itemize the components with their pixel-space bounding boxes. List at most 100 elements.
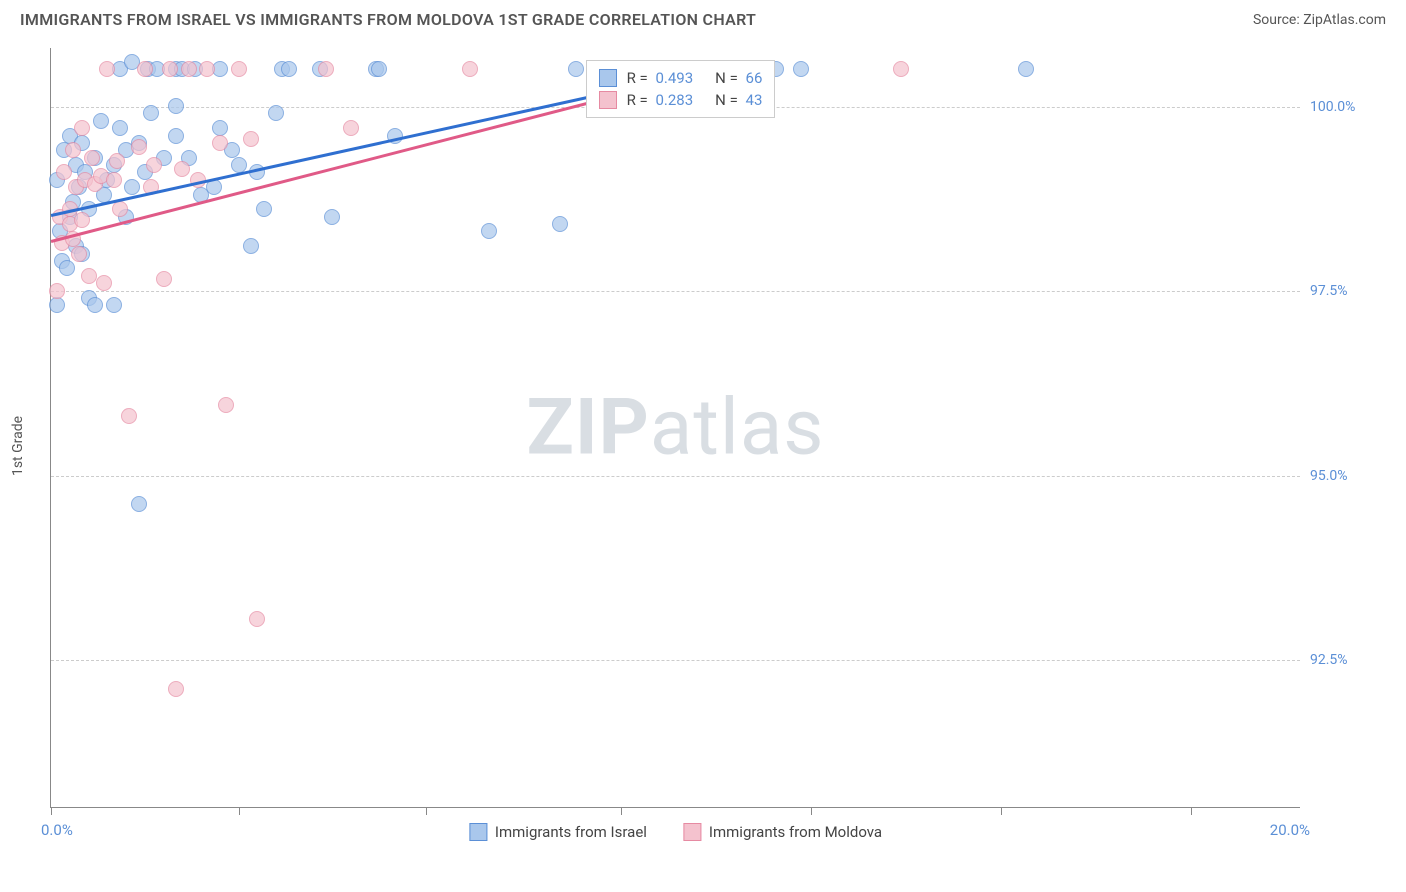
scatter-point xyxy=(109,153,125,169)
scatter-point xyxy=(74,212,90,228)
source-name: ZipAtlas.com xyxy=(1303,12,1386,28)
scatter-point xyxy=(112,201,128,217)
scatter-point xyxy=(84,150,100,166)
scatter-point xyxy=(71,246,87,262)
stats-legend: R = 0.493 N = 66 R = 0.283 N = 43 xyxy=(586,60,776,118)
r-label: R = 0.493 xyxy=(627,69,694,87)
scatter-point xyxy=(106,297,122,313)
scatter-point xyxy=(162,61,178,77)
x-tick-label-end: 20.0% xyxy=(1270,821,1310,839)
scatter-point xyxy=(481,223,497,239)
r-value: 0.493 xyxy=(652,69,693,87)
scatter-point xyxy=(168,98,184,114)
source-prefix: Source: xyxy=(1253,12,1303,28)
x-tick xyxy=(1001,807,1002,815)
scatter-point xyxy=(243,238,259,254)
y-tick-label: 97.5% xyxy=(1310,283,1380,299)
scatter-point xyxy=(99,61,115,77)
scatter-point xyxy=(121,408,137,424)
scatter-point xyxy=(249,611,265,627)
scatter-point xyxy=(199,61,215,77)
scatter-point xyxy=(318,61,334,77)
scatter-point xyxy=(371,61,387,77)
scatter-point xyxy=(106,172,122,188)
legend-swatch xyxy=(469,823,487,841)
series-legend-label: Immigrants from Moldova xyxy=(709,823,882,841)
x-tick-label-start: 0.0% xyxy=(41,821,73,839)
watermark: ZIPatlas xyxy=(526,382,824,473)
scatter-point xyxy=(231,61,247,77)
r-value: 0.283 xyxy=(652,91,693,109)
gridline xyxy=(51,660,1300,661)
scatter-point xyxy=(156,271,172,287)
scatter-point xyxy=(462,61,478,77)
scatter-point xyxy=(65,142,81,158)
watermark-zip: ZIP xyxy=(526,382,649,473)
scatter-point xyxy=(281,61,297,77)
y-tick-label: 95.0% xyxy=(1310,468,1380,484)
scatter-point xyxy=(324,209,340,225)
scatter-point xyxy=(568,61,584,77)
watermark-atlas: atlas xyxy=(650,382,825,473)
chart-header: IMMIGRANTS FROM ISRAEL VS IMMIGRANTS FRO… xyxy=(0,0,1406,37)
scatter-point xyxy=(124,179,140,195)
x-tick xyxy=(1191,807,1192,815)
gridline xyxy=(51,291,1300,292)
scatter-point xyxy=(131,139,147,155)
n-label: N = 66 xyxy=(715,69,762,87)
scatter-point xyxy=(181,61,197,77)
scatter-point xyxy=(81,268,97,284)
stats-legend-row: R = 0.283 N = 43 xyxy=(599,89,763,111)
stats-legend-row: R = 0.493 N = 66 xyxy=(599,67,763,89)
scatter-point xyxy=(146,157,162,173)
n-value: 43 xyxy=(742,91,763,109)
scatter-point xyxy=(59,260,75,276)
scatter-point xyxy=(56,164,72,180)
scatter-point xyxy=(552,216,568,232)
legend-swatch xyxy=(599,91,617,109)
scatter-point xyxy=(174,161,190,177)
legend-swatch xyxy=(683,823,701,841)
scatter-point xyxy=(143,105,159,121)
scatter-point xyxy=(243,131,259,147)
x-tick xyxy=(239,807,240,815)
scatter-point xyxy=(87,297,103,313)
legend-swatch xyxy=(599,69,617,87)
scatter-point xyxy=(168,128,184,144)
scatter-point xyxy=(49,297,65,313)
scatter-point xyxy=(793,61,809,77)
scatter-point xyxy=(343,120,359,136)
scatter-chart: ZIPatlas 92.5%95.0%97.5%100.0%0.0%20.0%R… xyxy=(50,48,1300,808)
source-attribution: Source: ZipAtlas.com xyxy=(1253,12,1386,28)
scatter-point xyxy=(168,681,184,697)
x-tick xyxy=(621,807,622,815)
x-tick xyxy=(51,807,52,815)
scatter-point xyxy=(893,61,909,77)
scatter-point xyxy=(112,120,128,136)
scatter-point xyxy=(212,135,228,151)
series-legend-item: Immigrants from Moldova xyxy=(683,823,882,841)
scatter-point xyxy=(49,283,65,299)
scatter-point xyxy=(212,120,228,136)
x-tick xyxy=(811,807,812,815)
scatter-point xyxy=(1018,61,1034,77)
scatter-point xyxy=(96,275,112,291)
y-tick-label: 92.5% xyxy=(1310,652,1380,668)
scatter-point xyxy=(268,105,284,121)
scatter-point xyxy=(74,120,90,136)
chart-title: IMMIGRANTS FROM ISRAEL VS IMMIGRANTS FRO… xyxy=(20,10,756,29)
n-value: 66 xyxy=(742,69,763,87)
gridline xyxy=(51,476,1300,477)
scatter-point xyxy=(93,113,109,129)
series-legend-label: Immigrants from Israel xyxy=(495,823,647,841)
series-legend-item: Immigrants from Israel xyxy=(469,823,647,841)
x-tick xyxy=(426,807,427,815)
series-legend: Immigrants from Israel Immigrants from Mo… xyxy=(469,823,882,841)
scatter-point xyxy=(218,397,234,413)
scatter-point xyxy=(256,201,272,217)
y-tick-label: 100.0% xyxy=(1310,99,1380,115)
n-label: N = 43 xyxy=(715,91,762,109)
y-axis-label: 1st Grade xyxy=(10,416,26,476)
r-label: R = 0.283 xyxy=(627,91,694,109)
scatter-point xyxy=(137,61,153,77)
